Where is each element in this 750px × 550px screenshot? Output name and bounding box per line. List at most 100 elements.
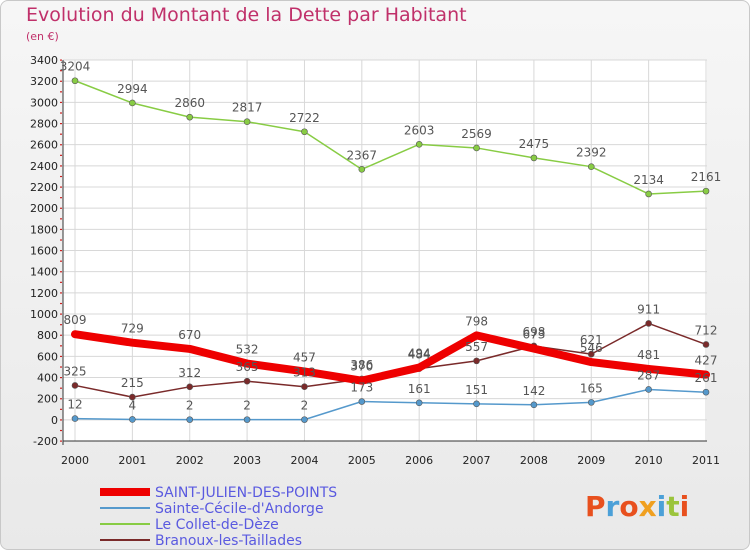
y-tick-label: 3400 xyxy=(30,54,58,67)
data-point xyxy=(243,118,251,126)
data-point xyxy=(71,77,79,85)
y-minor-tick xyxy=(60,271,62,273)
data-label: 287 xyxy=(637,368,660,382)
data-label: 2994 xyxy=(117,82,148,96)
data-label: 670 xyxy=(178,328,201,342)
y-tick-label: 2200 xyxy=(30,181,58,194)
data-point xyxy=(587,399,595,406)
data-point xyxy=(415,363,423,372)
data-label: 2161 xyxy=(691,170,722,184)
data-label: 386 xyxy=(350,358,373,372)
data-label: 2392 xyxy=(576,146,607,160)
data-point xyxy=(71,415,79,422)
data-point xyxy=(186,113,194,121)
data-label: 142 xyxy=(522,384,545,398)
data-label: 3204 xyxy=(60,60,91,74)
data-label: 4 xyxy=(129,398,137,412)
y-minor-tick xyxy=(60,112,62,114)
legend-entry: Sainte-Cécile-d'Andorge xyxy=(155,501,324,517)
proxiti-logo: Proxiti xyxy=(585,490,690,523)
y-minor-tick xyxy=(60,207,62,209)
y-minor-tick xyxy=(60,429,62,432)
data-point xyxy=(71,330,79,339)
y-minor-tick xyxy=(60,80,62,82)
y-tick-label: 200 xyxy=(37,393,58,406)
y-minor-tick xyxy=(60,197,62,199)
x-tick-label: 2002 xyxy=(176,454,204,467)
data-label: 325 xyxy=(64,364,87,378)
data-label: 2817 xyxy=(232,101,263,115)
x-tick-label: 2011 xyxy=(692,454,720,467)
data-label: 698 xyxy=(522,325,545,339)
data-label: 621 xyxy=(580,333,603,347)
data-point xyxy=(243,359,251,368)
data-point xyxy=(71,382,79,389)
data-label: 165 xyxy=(580,381,603,395)
data-label: 261 xyxy=(695,371,718,385)
data-point xyxy=(415,141,423,148)
data-point xyxy=(128,338,137,347)
data-point xyxy=(472,331,481,340)
x-tick-label: 2005 xyxy=(348,454,376,467)
x-tick-label: 2003 xyxy=(233,454,261,467)
y-minor-tick xyxy=(60,377,62,379)
series-line-1 xyxy=(74,388,707,421)
y-minor-tick xyxy=(60,70,62,72)
chart-subtitle: (en €) xyxy=(26,30,59,43)
data-label: 2722 xyxy=(289,111,320,125)
legend-entry: Le Collet-de-Dèze xyxy=(155,517,279,533)
data-point xyxy=(473,144,480,152)
data-point xyxy=(702,370,710,379)
data-label: 712 xyxy=(695,323,718,337)
data-label: 809 xyxy=(64,313,87,327)
data-point xyxy=(129,393,136,401)
y-tick-label: 800 xyxy=(37,329,58,342)
y-minor-tick xyxy=(60,366,62,368)
y-minor-tick xyxy=(60,355,62,358)
data-point xyxy=(702,388,710,396)
data-label: 12 xyxy=(67,398,82,412)
y-minor-tick xyxy=(60,154,62,156)
data-point xyxy=(185,345,194,353)
data-point xyxy=(473,357,480,365)
data-point xyxy=(129,416,136,423)
data-point xyxy=(358,398,366,405)
y-tick-label: 0 xyxy=(51,414,58,427)
data-label: 2 xyxy=(243,399,251,413)
x-tick-label: 2009 xyxy=(577,454,605,467)
y-minor-tick xyxy=(60,302,62,305)
y-minor-tick xyxy=(60,91,62,93)
y-minor-tick xyxy=(60,313,62,315)
y-tick-label: 1400 xyxy=(30,266,58,279)
data-label: 312 xyxy=(178,366,201,380)
data-label: 911 xyxy=(637,302,660,316)
data-label: 2 xyxy=(186,399,194,413)
y-minor-tick xyxy=(60,398,62,400)
data-point xyxy=(186,383,194,391)
y-minor-tick xyxy=(60,324,62,326)
y-minor-tick xyxy=(60,165,62,167)
data-point xyxy=(645,386,652,393)
x-tick-label: 2001 xyxy=(118,454,146,467)
y-tick-label: 1000 xyxy=(30,308,58,321)
y-tick-label: 1600 xyxy=(30,245,58,258)
y-minor-tick xyxy=(60,228,62,231)
data-point xyxy=(358,166,366,173)
y-minor-tick xyxy=(60,239,62,241)
data-label: 532 xyxy=(236,343,259,357)
y-minor-tick xyxy=(60,144,62,146)
data-label: 151 xyxy=(465,383,488,397)
data-point xyxy=(645,190,652,198)
x-tick-label: 2006 xyxy=(405,454,433,467)
x-tick-label: 2007 xyxy=(463,454,491,467)
series-line-2 xyxy=(74,79,707,195)
y-minor-tick xyxy=(60,408,62,410)
data-point xyxy=(587,358,596,366)
data-point xyxy=(587,350,595,358)
y-minor-tick xyxy=(60,218,62,220)
data-point xyxy=(702,341,710,348)
y-tick-label: 2800 xyxy=(30,118,58,131)
y-tick-label: 1200 xyxy=(30,287,58,300)
data-point xyxy=(645,320,652,327)
